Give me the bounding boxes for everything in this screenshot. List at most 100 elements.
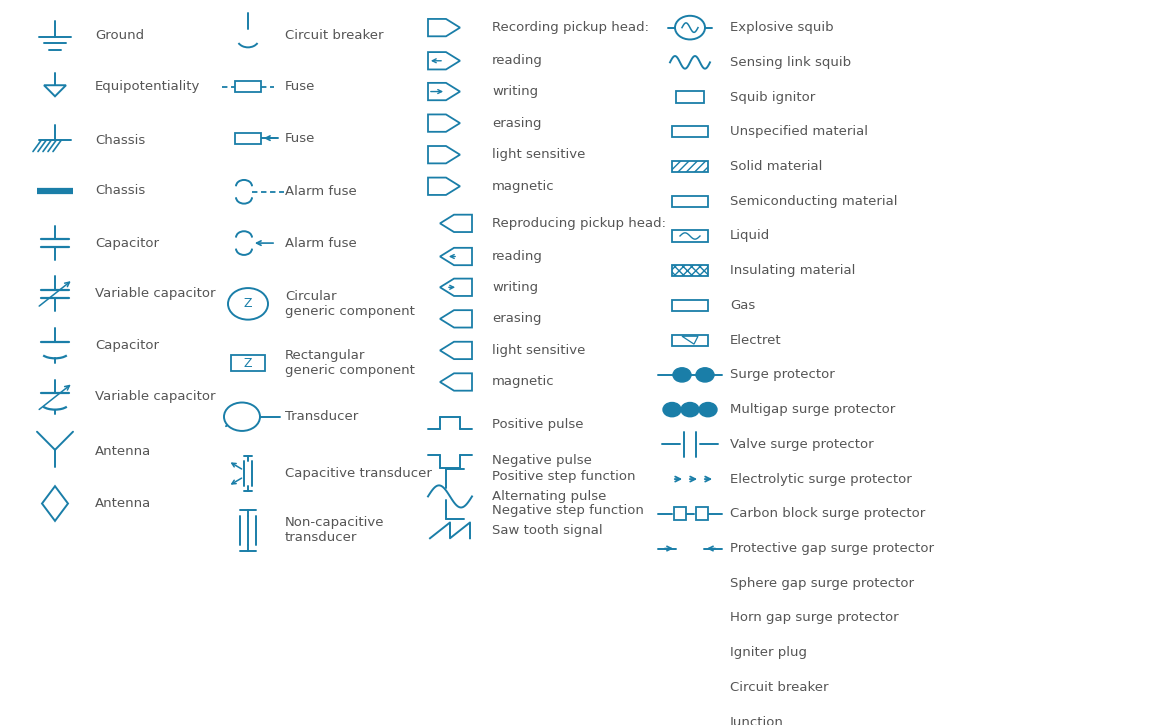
Polygon shape xyxy=(428,52,461,70)
Circle shape xyxy=(675,16,705,39)
Text: light sensitive: light sensitive xyxy=(492,148,585,161)
Text: Negative step function: Negative step function xyxy=(492,504,644,517)
Text: reading: reading xyxy=(492,250,543,263)
Polygon shape xyxy=(682,336,698,344)
Text: Fuse: Fuse xyxy=(285,80,315,94)
Text: Surge protector: Surge protector xyxy=(730,368,835,381)
Text: Electret: Electret xyxy=(730,334,782,347)
Text: Circuit breaker: Circuit breaker xyxy=(730,681,828,694)
Text: Insulating material: Insulating material xyxy=(730,264,855,277)
Text: Capacitor: Capacitor xyxy=(95,236,159,249)
Text: Alarm fuse: Alarm fuse xyxy=(285,236,357,249)
Circle shape xyxy=(228,288,267,320)
Text: Protective gap surge protector: Protective gap surge protector xyxy=(730,542,934,555)
Circle shape xyxy=(693,681,709,694)
Text: Liquid: Liquid xyxy=(730,230,770,242)
Bar xyxy=(672,335,708,346)
Circle shape xyxy=(699,402,718,417)
Text: Positive pulse: Positive pulse xyxy=(492,418,584,431)
Text: writing: writing xyxy=(492,85,538,98)
Text: Horn gap surge protector: Horn gap surge protector xyxy=(730,611,899,624)
Text: Unspecified material: Unspecified material xyxy=(730,125,868,138)
Circle shape xyxy=(683,716,697,725)
Text: Antenna: Antenna xyxy=(95,497,151,510)
Text: Variable capacitor: Variable capacitor xyxy=(95,287,215,300)
Circle shape xyxy=(671,681,687,694)
Bar xyxy=(695,507,708,520)
Bar xyxy=(677,647,695,658)
Text: Explosive squib: Explosive squib xyxy=(730,21,834,34)
Polygon shape xyxy=(440,373,472,391)
Text: Gas: Gas xyxy=(730,299,755,312)
Text: Alarm fuse: Alarm fuse xyxy=(285,186,357,198)
Text: Multigap surge protector: Multigap surge protector xyxy=(730,403,896,416)
Text: Capacitor: Capacitor xyxy=(95,339,159,352)
Polygon shape xyxy=(440,215,472,232)
Circle shape xyxy=(224,402,261,431)
Text: Transducer: Transducer xyxy=(285,410,358,423)
Circle shape xyxy=(695,368,714,382)
Text: reading: reading xyxy=(492,54,543,67)
Text: Alternating pulse: Alternating pulse xyxy=(492,490,606,503)
Text: writing: writing xyxy=(492,281,538,294)
Text: Valve surge protector: Valve surge protector xyxy=(730,438,873,451)
Text: Chassis: Chassis xyxy=(95,184,145,197)
Bar xyxy=(676,91,704,104)
Text: Sensing link squib: Sensing link squib xyxy=(730,56,851,69)
Text: Circuit breaker: Circuit breaker xyxy=(285,29,384,42)
Polygon shape xyxy=(440,278,472,296)
Bar xyxy=(235,81,261,92)
Polygon shape xyxy=(440,341,472,359)
Text: magnetic: magnetic xyxy=(492,180,555,193)
Circle shape xyxy=(682,402,699,417)
Polygon shape xyxy=(428,115,461,132)
Text: Non-capacitive
transducer: Non-capacitive transducer xyxy=(285,516,385,544)
Text: Solid material: Solid material xyxy=(730,160,822,173)
Polygon shape xyxy=(428,178,461,195)
Polygon shape xyxy=(428,83,461,100)
Polygon shape xyxy=(440,248,472,265)
Bar xyxy=(672,265,708,276)
Text: Fuse: Fuse xyxy=(285,132,315,144)
Text: magnetic: magnetic xyxy=(492,376,555,389)
Bar xyxy=(672,300,708,311)
Text: Carbon block surge protector: Carbon block surge protector xyxy=(730,507,926,521)
Text: Z: Z xyxy=(244,357,252,370)
Text: Rectangular
generic component: Rectangular generic component xyxy=(285,349,415,377)
Polygon shape xyxy=(440,310,472,328)
Polygon shape xyxy=(42,486,67,521)
Circle shape xyxy=(663,402,682,417)
Text: Capacitive transducer: Capacitive transducer xyxy=(285,467,431,480)
Bar xyxy=(672,161,708,172)
Polygon shape xyxy=(44,86,66,96)
Text: erasing: erasing xyxy=(492,117,542,130)
Text: Ground: Ground xyxy=(95,29,144,42)
Text: Semiconducting material: Semiconducting material xyxy=(730,195,898,208)
Text: Igniter plug: Igniter plug xyxy=(730,646,807,659)
Bar xyxy=(235,133,261,144)
Text: Variable capacitor: Variable capacitor xyxy=(95,391,215,404)
Text: Negative pulse: Negative pulse xyxy=(492,454,592,467)
Circle shape xyxy=(673,368,691,382)
Text: Squib ignitor: Squib ignitor xyxy=(730,91,815,104)
Text: Z: Z xyxy=(244,297,252,310)
Text: Positive step function: Positive step function xyxy=(492,471,635,483)
Text: Circular
generic component: Circular generic component xyxy=(285,290,415,318)
Text: Chassis: Chassis xyxy=(95,134,145,147)
Text: Junction: Junction xyxy=(730,716,784,725)
Text: Recording pickup head:: Recording pickup head: xyxy=(492,21,649,34)
Text: Reproducing pickup head:: Reproducing pickup head: xyxy=(492,217,666,230)
Text: Sphere gap surge protector: Sphere gap surge protector xyxy=(730,577,914,589)
Text: light sensitive: light sensitive xyxy=(492,344,585,357)
Text: Antenna: Antenna xyxy=(95,445,151,458)
Text: erasing: erasing xyxy=(492,312,542,326)
Bar xyxy=(231,355,265,371)
Polygon shape xyxy=(428,19,461,36)
Text: Equipotentiality: Equipotentiality xyxy=(95,80,200,94)
Bar xyxy=(672,231,708,241)
Text: Electrolytic surge protector: Electrolytic surge protector xyxy=(730,473,912,486)
Bar xyxy=(672,126,708,137)
Text: Saw tooth signal: Saw tooth signal xyxy=(492,524,602,537)
Bar xyxy=(675,507,686,520)
Polygon shape xyxy=(428,146,461,163)
